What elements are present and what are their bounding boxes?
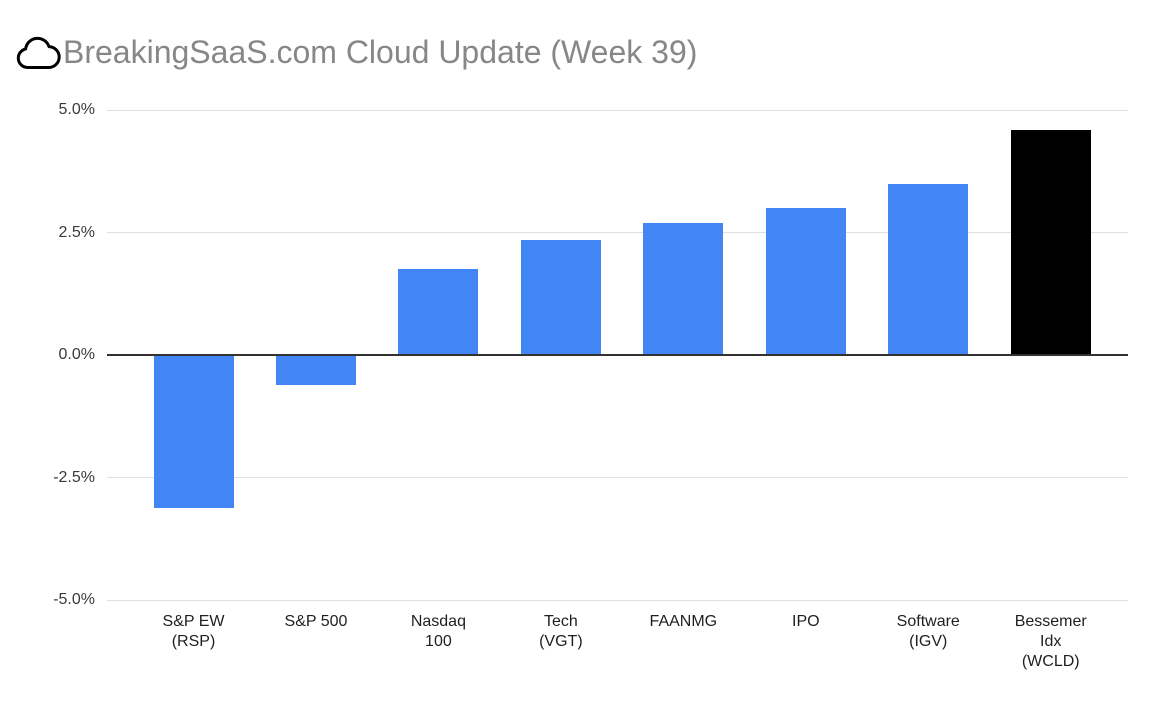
x-axis-label-faanmg: FAANMG [622,612,744,632]
x-axis-label-nasdaq-100: Nasdaq 100 [377,612,499,652]
bar-software-igv[interactable] [888,183,969,355]
x-axis-label-line: Bessemer [1014,613,1087,630]
gridline [107,109,1128,111]
x-axis-label-line: 100 [425,633,452,650]
y-tick-label-5-0: -5.0% [53,591,95,608]
x-axis-label-line: FAANMG [649,613,718,630]
plot-area [107,109,1128,601]
bar-tech-vgt[interactable] [520,239,601,355]
x-axis-label-line: Nasdaq [410,613,466,630]
x-axis-label-bessemer-idx-wcld: Bessemer Idx (WCLD) [990,612,1112,672]
bar-nasdaq-100[interactable] [398,269,479,355]
x-axis-label-line: S&P 500 [284,613,348,630]
bar-faanmg[interactable] [643,222,724,355]
x-axis-label-s-p-500: S&P 500 [255,612,377,632]
chart-title: BreakingSaaS.com Cloud Update (Week 39) [63,33,698,70]
chart-title-row: BreakingSaaS.com Cloud Update (Week 39) [14,30,697,74]
y-tick-label-2-5: 2.5% [58,223,95,241]
x-axis-label-line: (WCLD) [1021,653,1080,670]
x-axis-label-line: (IGV) [909,633,948,650]
gridline [107,232,1128,233]
bar-ipo[interactable] [765,208,846,355]
cloud-outline-icon [14,36,62,72]
x-axis-label-s-p-ew-rsp: S&P EW (RSP) [133,612,255,652]
x-axis-label-line: Tech [543,613,578,630]
bar-s-p-500[interactable] [275,356,356,386]
x-axis-label-line: (VGT) [539,633,583,650]
bar-s-p-ew-rsp[interactable] [153,356,234,508]
x-axis-label-software-igv: Software (IGV) [867,612,989,652]
x-axis-label-ipo: IPO [745,612,867,632]
y-tick-label-5-0: 5.0% [58,101,95,118]
x-axis-label-line: S&P EW [162,613,225,630]
gridline [107,477,1128,478]
zero-axis-line [107,354,1128,356]
x-axis-label-tech-vgt: Tech (VGT) [500,612,622,652]
x-axis-label-line: Software [896,613,960,630]
x-axis-label-line: Idx [1040,633,1062,650]
y-tick-label-2-5: -2.5% [53,468,95,486]
bar-bessemer-idx-wcld[interactable] [1010,129,1091,355]
y-tick-label-0-0: 0.0% [58,346,95,363]
x-axis-label-line: (RSP) [171,633,216,650]
gridline [107,599,1128,601]
x-axis-label-line: IPO [792,613,820,630]
